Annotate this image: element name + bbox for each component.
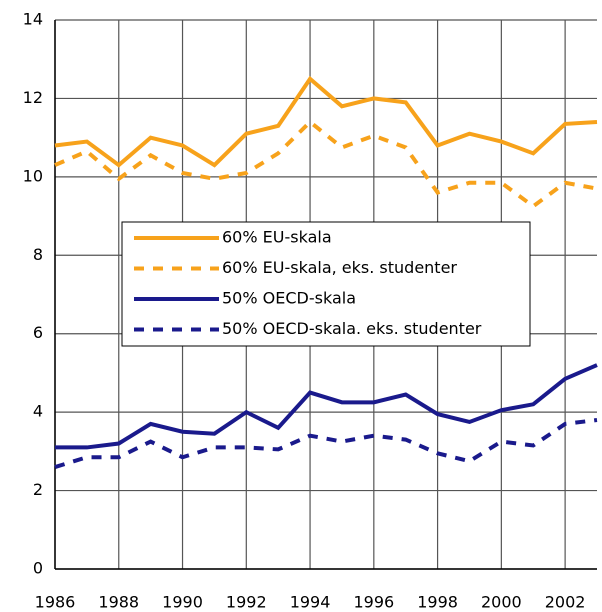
x-tick-label: 1998 (417, 593, 458, 612)
series-line (54, 119, 598, 209)
y-tick-label: 14 (23, 10, 43, 29)
x-tick-label: 1986 (35, 593, 76, 612)
x-tick-label: 1988 (98, 593, 139, 612)
y-tick-label: 10 (23, 166, 43, 185)
series-line (55, 363, 598, 450)
y-tick-label: 12 (23, 88, 43, 107)
legend-label: 60% EU-skala, eks. studenter (222, 258, 457, 277)
legend-label: 50% OECD-skala. eks. studenter (222, 319, 482, 338)
series-line (54, 418, 598, 469)
y-tick-label: 2 (33, 480, 43, 499)
legend-box (121, 221, 531, 347)
y-tick-label: 4 (33, 402, 43, 421)
x-tick-label: 1990 (162, 593, 203, 612)
x-tick-label: 1992 (226, 593, 267, 612)
y-tick-label: 6 (33, 323, 43, 342)
x-tick-label: 2002 (545, 593, 586, 612)
y-tick-label: 8 (33, 245, 43, 264)
x-tick-label: 1996 (353, 593, 394, 612)
y-tick-label: 0 (33, 559, 43, 578)
legend-label: 60% EU-skala (222, 228, 332, 247)
series-line (54, 75, 598, 168)
legend-label: 50% OECD-skala (222, 289, 356, 308)
x-tick-label: 2000 (481, 593, 522, 612)
x-tick-label: 1994 (290, 593, 331, 612)
